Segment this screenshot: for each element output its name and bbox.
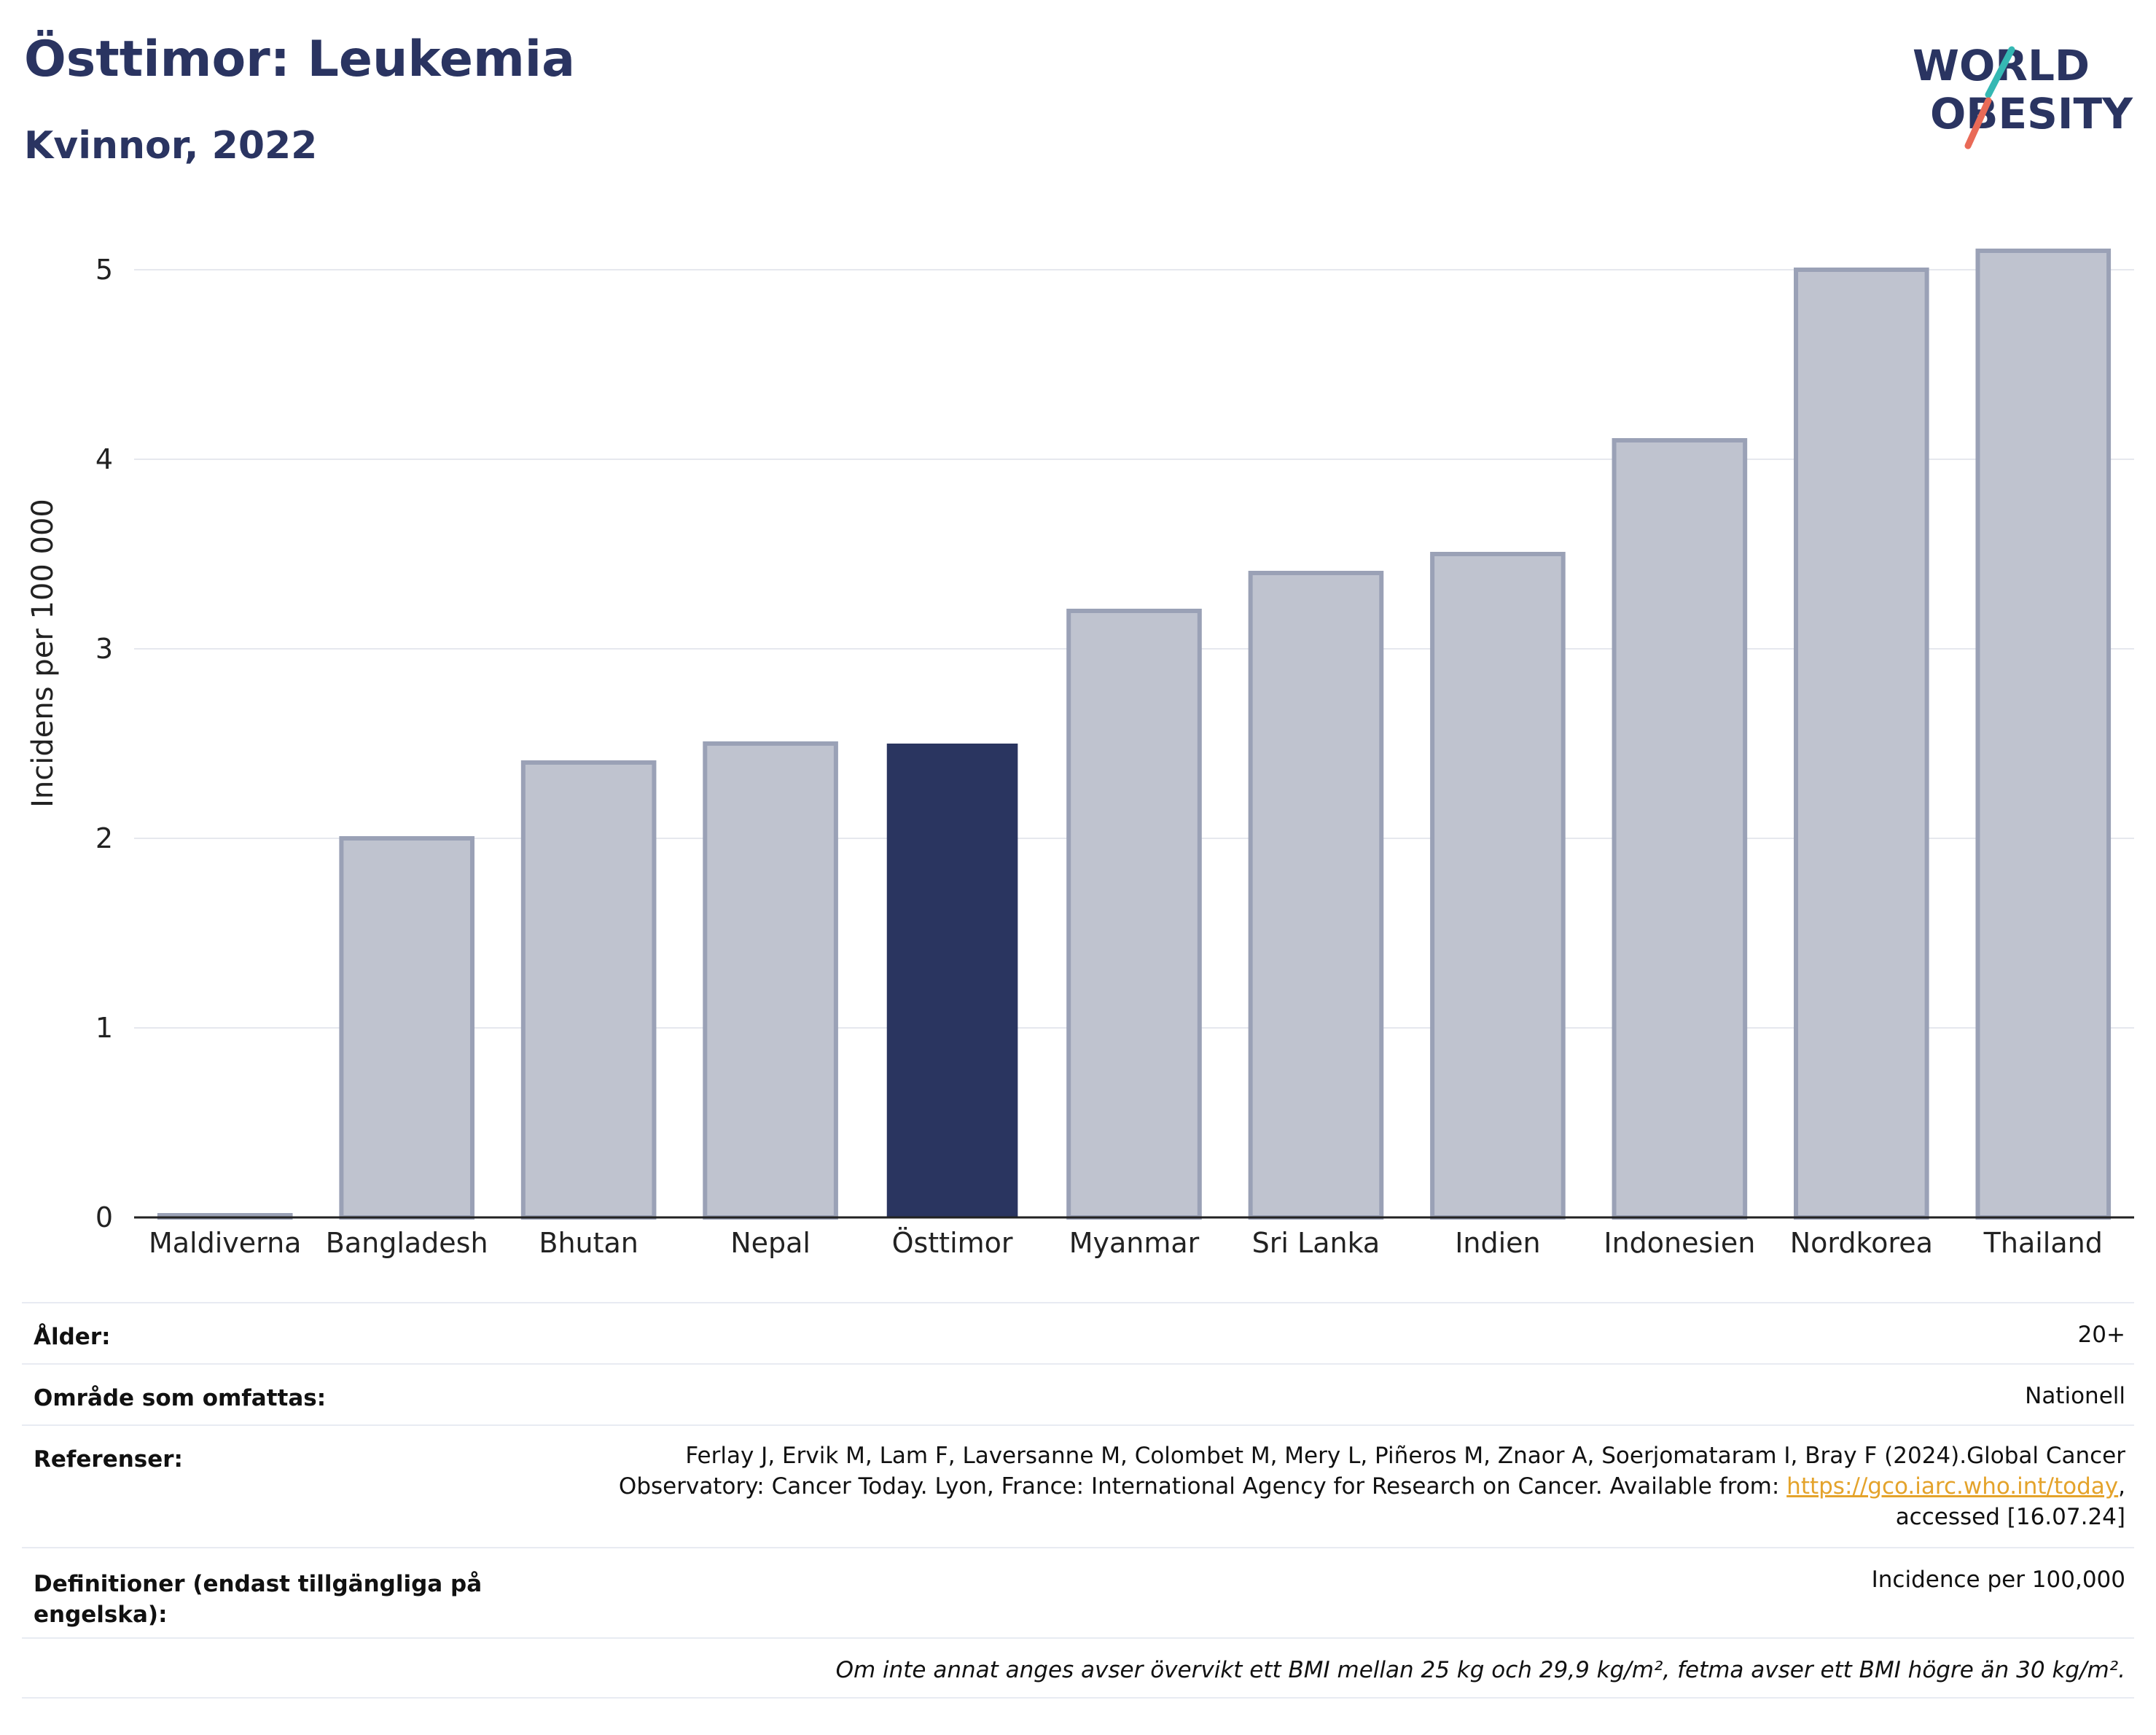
bar-nordkorea [1794, 268, 1929, 1220]
y-tick-label: 3 [95, 633, 113, 665]
bar-sri-lanka [1248, 571, 1384, 1220]
x-tick-label: Bhutan [539, 1227, 638, 1259]
references-link[interactable]: https://gco.iarc.who.int/today [1786, 1473, 2119, 1500]
x-tick-label: Thailand [1983, 1227, 2103, 1259]
world-obesity-logo: WORLD OBESITY [1913, 41, 2133, 149]
logo-word-obesity: OBESITY [1930, 89, 2133, 139]
bar-myanmar [1066, 609, 1202, 1220]
y-tick-label: 0 [95, 1201, 113, 1233]
logo-slash-coral [1964, 97, 1992, 149]
y-tick-label: 2 [95, 822, 113, 854]
chart-subtitle: Kvinnor, 2022 [24, 124, 318, 168]
bar-bhutan [520, 760, 657, 1220]
meta-row-age: Ålder: 20+ [22, 1302, 2134, 1364]
x-tick-label: Myanmar [1069, 1227, 1200, 1259]
bar-östtimor [886, 744, 1018, 1217]
logo-slash-teal [1985, 46, 2015, 98]
bar-indien [1430, 552, 1566, 1220]
references-line-3: accessed [16.07.24] [1895, 1504, 2125, 1530]
area-value: Nationell [486, 1363, 2134, 1425]
meta-row-definitions: Definitioner (endast tillgängliga på eng… [22, 1547, 2134, 1638]
bar-thailand [1975, 249, 2112, 1220]
references-line-1: Ferlay J, Ervik M, Lam F, Laversanne M, … [685, 1443, 2125, 1469]
x-tick-label: Bangladesh [326, 1227, 488, 1259]
x-tick-label: Sri Lanka [1252, 1227, 1380, 1259]
meta-row-note: Om inte annat anges avser övervikt ett B… [22, 1637, 2134, 1699]
y-axis-title: Incidens per 100 000 [26, 499, 60, 808]
references-value: Ferlay J, Ervik M, Lam F, Laversanne M, … [486, 1424, 2134, 1548]
age-value: 20+ [486, 1302, 2134, 1364]
bar-chart: 0 1 2 3 4 5 Incidens per 100 000 Maldiverna Bang… [26, 249, 2134, 1259]
bar-bangladesh [339, 836, 474, 1220]
metadata-table: Ålder: 20+ Område som omfattas: Nationel… [22, 1302, 2134, 1699]
references-line-2-text: Observatory: Cancer Today. Lyon, France:… [618, 1473, 1787, 1500]
chart-title: Östtimor: Leukemia [24, 31, 576, 88]
x-tick-label: Indien [1455, 1227, 1540, 1259]
x-tick-label: Nepal [730, 1227, 811, 1259]
y-tick-label: 5 [95, 254, 113, 286]
references-comma: , [2118, 1473, 2125, 1500]
x-tick-label: Indonesien [1604, 1227, 1755, 1259]
age-label: Ålder: [22, 1302, 486, 1364]
x-tick-label: Maldiverna [149, 1227, 302, 1259]
y-tick-label: 4 [95, 443, 113, 475]
definitions-value: Incidence per 100,000 [486, 1547, 2134, 1638]
area-label: Område som omfattas: [22, 1363, 486, 1425]
references-label: Referenser: [22, 1424, 486, 1548]
x-tick-label: Nordkorea [1790, 1227, 1933, 1259]
bar-indonesien [1612, 438, 1748, 1220]
references-line-2: Observatory: Cancer Today. Lyon, France:… [487, 1471, 2125, 1502]
definitions-label: Definitioner (endast tillgängliga på eng… [22, 1547, 486, 1638]
meta-row-area: Område som omfattas: Nationell [22, 1363, 2134, 1425]
x-tick-label: Östtimor [892, 1227, 1013, 1259]
bar-nepal [703, 741, 838, 1220]
meta-row-references: Referenser: Ferlay J, Ervik M, Lam F, La… [22, 1424, 2134, 1548]
y-tick-label: 1 [95, 1012, 113, 1044]
bmi-note: Om inte annat anges avser övervikt ett B… [486, 1637, 2134, 1699]
